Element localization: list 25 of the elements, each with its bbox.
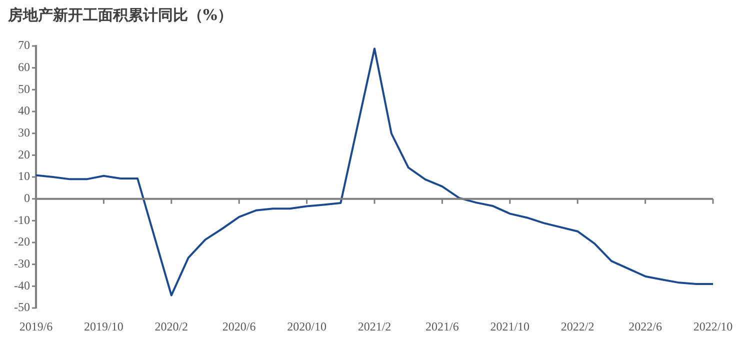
y-tick-label: 40 <box>18 104 30 118</box>
x-tick-label: 2020/2 <box>154 319 188 334</box>
chart-title: 房地产新开工面积累计同比（%） <box>8 6 232 25</box>
y-tick-label: 60 <box>18 60 30 74</box>
x-tick-label: 2022/2 <box>560 319 594 334</box>
y-tick-label: 50 <box>18 82 30 96</box>
y-tick-label: -50 <box>14 300 30 314</box>
x-tick-label: 2019/6 <box>19 319 53 334</box>
x-tick-label: 2020/10 <box>287 319 326 334</box>
x-tick-label: 2021/10 <box>490 319 530 334</box>
x-tick-label: 2022/6 <box>628 319 662 334</box>
y-tick-label: 20 <box>18 147 30 162</box>
y-tick-label: -30 <box>14 256 30 270</box>
x-tick-label: 2021/2 <box>358 319 392 334</box>
y-tick-label: -10 <box>14 212 30 227</box>
x-tick-label: 2022/10 <box>693 319 733 334</box>
x-tick-label: 2021/6 <box>426 319 459 334</box>
y-tick-label: 70 <box>18 38 30 52</box>
y-tick-label: -40 <box>14 278 30 292</box>
y-tick-label: 0 <box>24 190 30 205</box>
x-tick-label: 2020/6 <box>222 319 256 334</box>
y-tick-label: 30 <box>18 125 30 140</box>
y-tick-label: -20 <box>14 234 30 249</box>
y-tick-label: 10 <box>18 169 30 184</box>
x-tick-label: 2019/10 <box>84 319 124 334</box>
